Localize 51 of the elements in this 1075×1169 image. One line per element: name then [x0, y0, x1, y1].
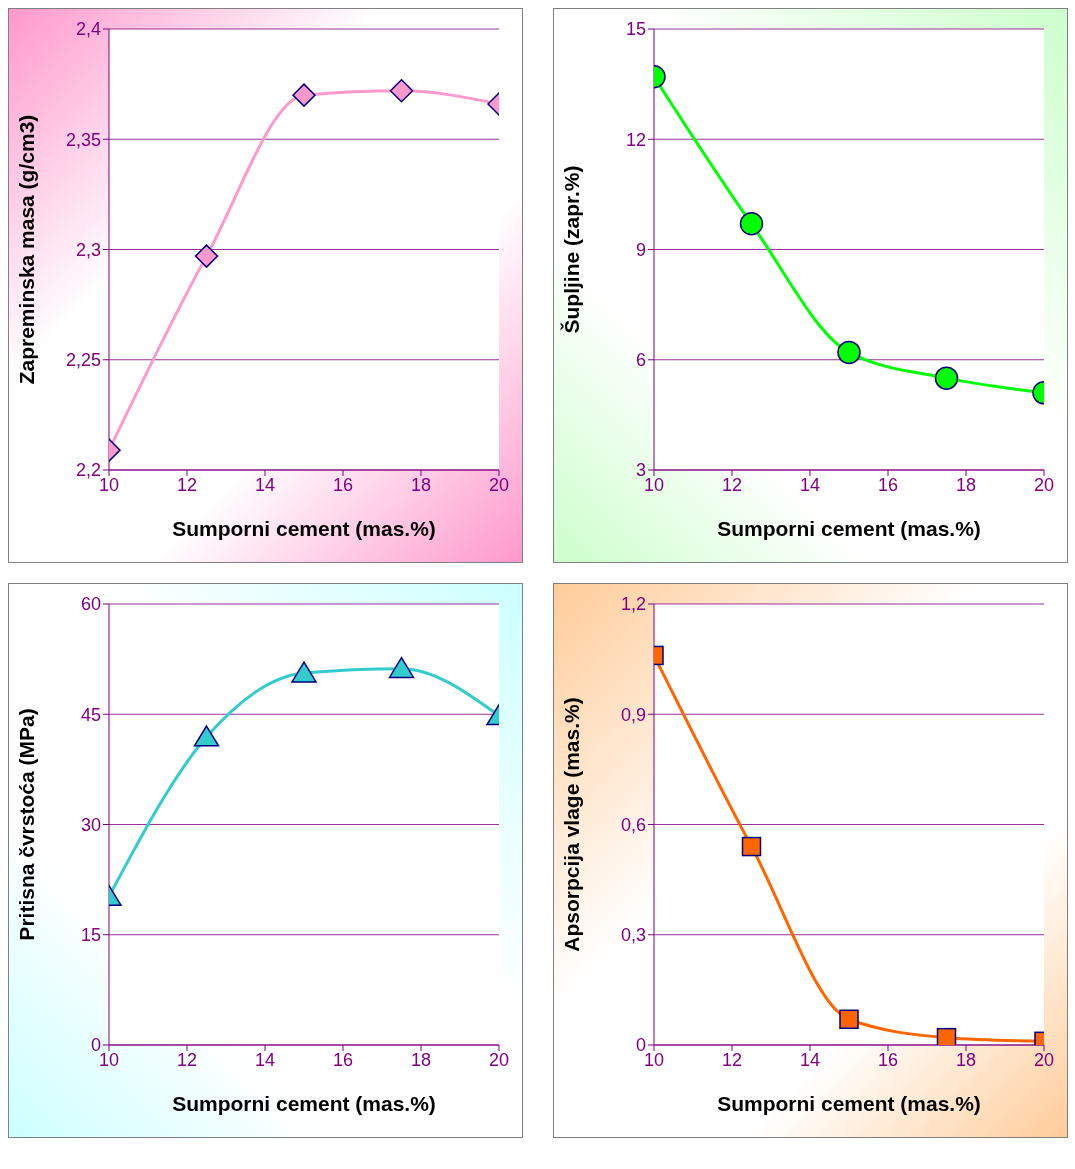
- y-tick-label: 1,2: [620, 594, 646, 615]
- y-tick-label: 15: [625, 19, 646, 40]
- x-tick-label: 10: [643, 1049, 665, 1070]
- y-tick-label: 2,35: [65, 129, 101, 150]
- x-tick-label: 18: [955, 1049, 977, 1070]
- x-tick-label: 12: [721, 474, 743, 495]
- x-tick-label: 16: [877, 474, 899, 495]
- x-tick-label: 14: [254, 1049, 276, 1070]
- x-axis-title: Sumporni cement (mas.%): [717, 1092, 981, 1115]
- x-tick-label: 14: [254, 474, 276, 495]
- x-tick-label: 12: [176, 474, 198, 495]
- x-tick-label: 20: [488, 1049, 510, 1070]
- x-tick-label: 10: [98, 1049, 120, 1070]
- y-tick-label: 0,3: [620, 925, 646, 946]
- y-tick-label: 45: [80, 704, 101, 725]
- y-tick-label: 60: [80, 594, 101, 615]
- x-tick-label: 18: [410, 474, 432, 495]
- x-tick-label: 14: [799, 474, 821, 495]
- y-axis-title: Pritisna čvrstoća (MPa): [15, 708, 39, 941]
- x-tick-label: 16: [332, 1049, 354, 1070]
- x-tick-label: 16: [332, 474, 354, 495]
- x-tick-label: 12: [721, 1049, 743, 1070]
- y-tick-label: 2,4: [75, 19, 101, 40]
- x-axis-title: Sumporni cement (mas.%): [172, 517, 436, 540]
- y-tick-label: 12: [625, 129, 646, 150]
- y-tick-label: 0: [635, 1035, 646, 1056]
- y-tick-label: 3: [635, 460, 646, 481]
- y-tick-label: 15: [80, 925, 101, 946]
- x-tick-label: 20: [488, 474, 510, 495]
- x-axis-title: Sumporni cement (mas.%): [172, 1092, 436, 1115]
- x-tick-label: 14: [799, 1049, 821, 1070]
- x-tick-label: 12: [176, 1049, 198, 1070]
- x-tick-label: 20: [1033, 474, 1055, 495]
- y-axis-title: Apsorpcija vlage (mas.%): [560, 697, 584, 952]
- y-tick-label: 0: [90, 1035, 101, 1056]
- y-axis-title: Zapreminska masa (g/cm3): [15, 114, 39, 385]
- x-tick-label: 20: [1033, 1049, 1055, 1070]
- x-tick-label: 18: [410, 1049, 432, 1070]
- point: [839, 1009, 859, 1030]
- x-tick-label: 16: [877, 1049, 899, 1070]
- x-axis-title: Sumporni cement (mas.%): [717, 517, 981, 540]
- y-tick-label: 9: [635, 239, 646, 260]
- y-tick-label: 2,25: [65, 350, 101, 371]
- y-tick-label: 2,2: [75, 460, 101, 481]
- y-tick-label: 6: [635, 350, 646, 371]
- y-axis-title: Šupljine (zapr.%): [560, 165, 584, 334]
- y-tick-label: 30: [80, 814, 101, 835]
- y-tick-label: 0,6: [620, 814, 646, 835]
- y-tick-label: 2,3: [75, 239, 101, 260]
- x-tick-label: 18: [955, 474, 977, 495]
- y-tick-label: 0,9: [620, 704, 646, 725]
